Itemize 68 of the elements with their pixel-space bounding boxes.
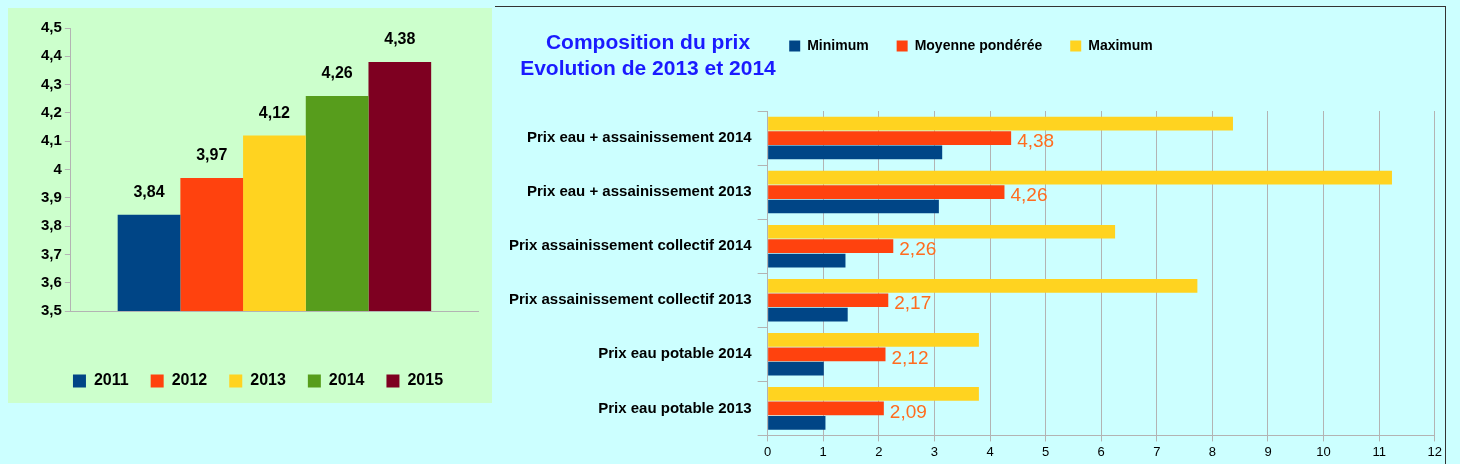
bar [768, 116, 1233, 131]
data-label: 4,38 [1017, 130, 1055, 152]
x-tick-label: 1 [819, 443, 827, 459]
bar [768, 387, 979, 401]
y-tick-label: 3,5 [40, 301, 62, 319]
bar [768, 239, 894, 254]
data-label: 2,26 [899, 238, 937, 260]
x-tick-label: 9 [1264, 443, 1272, 459]
y-tick-label: Prix eau + assainissement 2014 [526, 128, 753, 146]
y-tick-label: Prix assainissement collectif 2013 [509, 290, 752, 308]
x-tick-label: 11 [1372, 443, 1386, 459]
chart-title: Composition du prix Evolution de 2013 et 2014 [519, 29, 777, 81]
y-tick-label: 3,6 [40, 272, 62, 290]
x-tick-label: 12 [1427, 443, 1442, 459]
data-label: 3,84 [133, 183, 165, 201]
y-tick-label: 4,2 [40, 103, 62, 121]
y-tick-label: 4,4 [40, 46, 63, 64]
data-label: 3,97 [196, 146, 228, 164]
bar [768, 253, 846, 268]
y-tick-label: 4 [53, 159, 63, 177]
bar [768, 185, 1005, 199]
bar [768, 293, 889, 308]
bar [768, 307, 848, 322]
data-label: 4,38 [384, 30, 416, 48]
bar [768, 401, 884, 416]
y-tick-label: 4,5 [40, 18, 62, 36]
data-label: 4,26 [1010, 184, 1048, 206]
bar [768, 145, 943, 160]
legend-label: Maximum [1088, 36, 1153, 53]
data-label: 2,12 [891, 346, 929, 368]
bar [768, 333, 979, 347]
bar [768, 170, 1392, 185]
data-label: 2,09 [889, 400, 927, 422]
legend-label: 2011 [93, 371, 129, 389]
legend-label: 2015 [407, 371, 444, 389]
x-tick-label: 8 [1208, 443, 1217, 459]
bar [768, 347, 886, 362]
data-label: 4,12 [258, 103, 291, 121]
x-tick-label: 10 [1316, 443, 1331, 459]
x-tick-label: 2 [875, 443, 883, 459]
y-tick-label: 3,8 [40, 216, 62, 234]
y-tick-label: Prix eau potable 2013 [598, 398, 752, 416]
bar [768, 131, 1012, 145]
bar [768, 224, 1116, 239]
y-tick-label: 3,9 [40, 187, 62, 205]
bar [768, 199, 939, 214]
y-tick-label: 4,1 [40, 131, 62, 149]
x-tick-label: 5 [1041, 443, 1050, 459]
legend-label: 2012 [171, 371, 208, 389]
x-tick-label: 7 [1153, 443, 1161, 459]
y-tick-label: Prix assainissement collectif 2014 [509, 236, 753, 254]
legend-label: Minimum [807, 36, 869, 53]
legend-label: 2014 [328, 371, 365, 389]
y-tick-label: Prix eau potable 2014 [598, 344, 753, 362]
y-tick-label: Prix eau + assainissement 2013 [526, 182, 752, 200]
legend-label: Moyenne pondérée [914, 36, 1043, 53]
legend-label: 2013 [250, 371, 286, 389]
bar [768, 361, 824, 376]
data-label: 2,17 [894, 292, 932, 314]
bar [768, 278, 1198, 293]
x-tick-label: 4 [986, 443, 994, 459]
x-tick-label: 0 [764, 443, 772, 459]
data-label: 4,26 [321, 64, 353, 82]
x-tick-label: 3 [930, 443, 939, 459]
y-tick-label: 3,7 [40, 244, 62, 262]
bar [768, 415, 826, 430]
x-tick-label: 6 [1097, 443, 1105, 459]
y-tick-label: 4,3 [40, 74, 62, 92]
